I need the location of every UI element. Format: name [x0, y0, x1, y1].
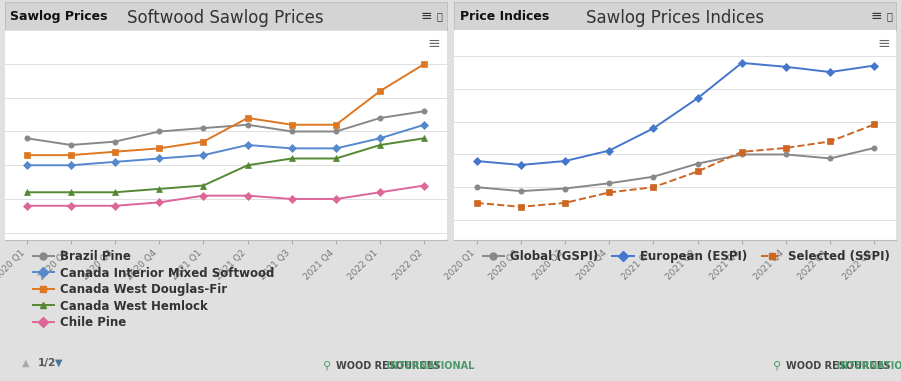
Text: ⚲: ⚲ [323, 361, 338, 371]
Text: ≡: ≡ [877, 37, 890, 51]
Text: WOOD RESOURCES: WOOD RESOURCES [786, 361, 890, 371]
Legend: Brazil Pine, Canada Interior Mixed Softwood, Canada West Douglas-Fir, Canada Wes: Brazil Pine, Canada Interior Mixed Softw… [28, 245, 279, 334]
Text: ▲: ▲ [23, 358, 30, 368]
Legend: Global (GSPI), European (ESPI), Selected (SSPI): Global (GSPI), European (ESPI), Selected… [478, 245, 895, 268]
Text: 1/2: 1/2 [38, 358, 56, 368]
Text: WOOD RESOURCES: WOOD RESOURCES [336, 361, 441, 371]
Text: 🔍: 🔍 [887, 11, 893, 21]
Text: ≡: ≡ [870, 9, 882, 23]
Text: ≡: ≡ [427, 37, 440, 51]
Text: 🔍: 🔍 [437, 11, 442, 21]
Text: INTERNATIONAL: INTERNATIONAL [336, 361, 475, 371]
Text: INTERNATIONAL: INTERNATIONAL [786, 361, 901, 371]
Text: Sawlog Prices: Sawlog Prices [10, 10, 107, 22]
Text: ▼: ▼ [55, 358, 63, 368]
Text: ≡: ≡ [421, 9, 432, 23]
Text: ⚲: ⚲ [773, 361, 787, 371]
Title: Softwood Sawlog Prices: Softwood Sawlog Prices [127, 9, 323, 27]
Title: Sawlog Prices Indices: Sawlog Prices Indices [587, 9, 765, 27]
Text: Price Indices: Price Indices [460, 10, 549, 22]
